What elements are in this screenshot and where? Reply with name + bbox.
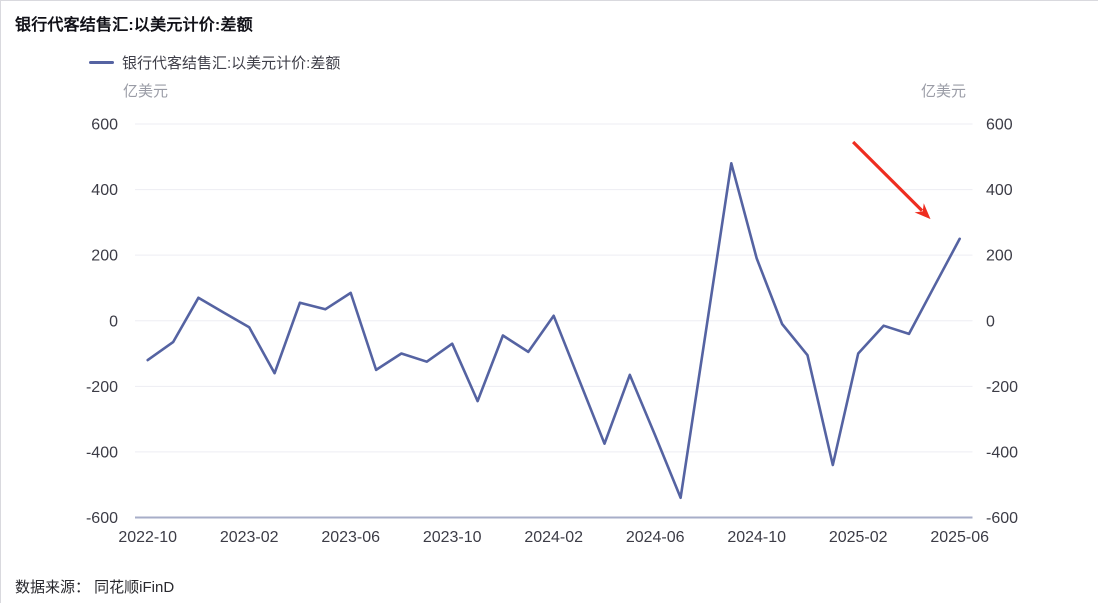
y-tick-label-left: -400 [86, 444, 118, 461]
y-tick-label-right: -400 [986, 444, 1018, 461]
y-axis-unit-right: 亿美元 [921, 83, 967, 100]
x-tick-label: 2024-02 [524, 529, 583, 546]
legend[interactable]: 银行代客结售汇:以美元计价:差额 [89, 52, 340, 73]
y-tick-label-right: 0 [986, 313, 995, 330]
y-tick-label-left: 0 [109, 313, 118, 330]
x-tick-label: 2023-06 [321, 529, 380, 546]
y-tick-label-left: 400 [91, 182, 118, 199]
x-tick-label: 2022-10 [118, 529, 177, 546]
trend-arrow-shaft [851, 140, 924, 212]
trend-arrow-head [914, 203, 931, 220]
y-tick-label-left: 200 [91, 248, 118, 265]
y-tick-label-left: -600 [86, 510, 118, 527]
y-tick-label-right: 600 [986, 117, 1013, 134]
y-tick-label-left: 600 [91, 117, 118, 134]
y-tick-label-right: -200 [986, 379, 1018, 396]
y-tick-label-right: 200 [986, 248, 1013, 265]
x-tick-label: 2023-02 [220, 529, 279, 546]
y-axis-unit-left: 亿美元 [123, 83, 169, 100]
data-source-note: 数据来源： 同花顺iFinD [15, 579, 175, 596]
chart-title: 银行代客结售汇:以美元计价:差额 [15, 17, 253, 34]
y-tick-label-right: 400 [986, 182, 1013, 199]
series-line [146, 162, 962, 500]
y-tick-label-left: -200 [86, 379, 118, 396]
x-tick-label: 2024-10 [727, 529, 786, 546]
y-tick-label-right: -600 [986, 510, 1018, 527]
legend-label: 银行代客结售汇:以美元计价:差额 [122, 55, 341, 72]
x-tick-label: 2025-02 [829, 529, 888, 546]
x-tick-label: 2024-06 [626, 529, 685, 546]
x-tick-label: 2025-06 [930, 529, 989, 546]
x-tick-label: 2023-10 [423, 529, 482, 546]
legend-line-swatch [89, 61, 114, 64]
